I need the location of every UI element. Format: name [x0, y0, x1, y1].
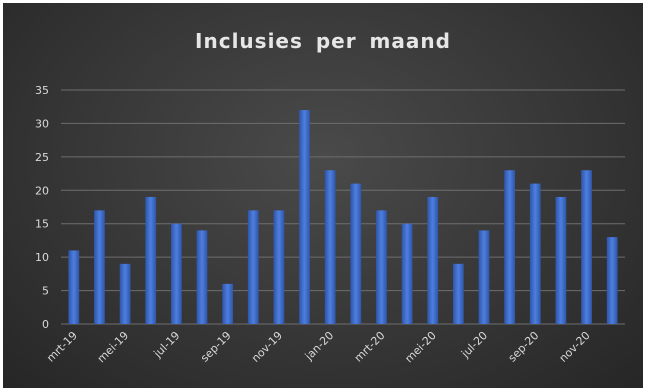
bar [145, 196, 157, 324]
bar [273, 210, 285, 324]
bar [350, 183, 362, 324]
bar [401, 223, 413, 324]
bar [555, 196, 567, 324]
bar [581, 170, 592, 324]
bar [606, 237, 618, 324]
y-tick-label: 35 [35, 84, 49, 97]
x-tick-label: sep-20 [506, 329, 542, 365]
x-tick-label: mrt-19 [44, 329, 80, 365]
bar [529, 183, 541, 324]
x-tick-label: jul-19 [151, 329, 183, 361]
y-tick-label: 25 [35, 151, 49, 164]
bar [119, 263, 131, 324]
bar [247, 210, 259, 324]
y-tick-label: 20 [35, 184, 49, 197]
y-tick-label: 10 [35, 251, 49, 264]
bar [94, 210, 105, 324]
y-tick-label: 5 [42, 285, 49, 298]
y-tick-label: 0 [42, 318, 49, 331]
chart-container: Inclusies per maand 0 5 10 15 20 25 30 35 mrt-1… [3, 3, 643, 388]
bar [504, 170, 516, 324]
bar-chart-plot: 0 5 10 15 20 25 30 35 mrt-19 mei-19 jul-19 sep-19 n… [35, 84, 625, 365]
y-tick-label: 15 [35, 218, 49, 231]
bar [299, 110, 310, 324]
bar [427, 196, 439, 324]
bar [478, 230, 490, 324]
x-tick-label: mei-20 [402, 329, 438, 365]
x-tick-label: jan-20 [302, 329, 336, 363]
x-tick-label: mei-19 [95, 329, 131, 365]
x-tick-label: mrt-20 [352, 329, 388, 365]
bar [324, 170, 336, 324]
x-tick-label: jul-20 [458, 329, 490, 361]
bar [68, 250, 80, 324]
bar [452, 263, 464, 324]
bar [196, 230, 208, 324]
bar [170, 223, 182, 324]
bar [222, 283, 234, 324]
chart-title: Inclusies per maand [195, 29, 451, 53]
y-tick-label: 30 [35, 117, 49, 130]
x-tick-label: nov-20 [557, 329, 593, 365]
x-tick-label: sep-19 [198, 329, 234, 365]
bar [376, 210, 387, 324]
x-tick-label: nov-19 [249, 329, 285, 365]
